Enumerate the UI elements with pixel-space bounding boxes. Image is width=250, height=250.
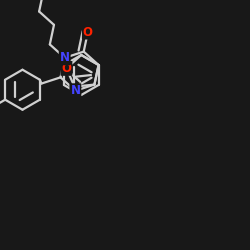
Text: N: N — [70, 84, 81, 97]
Text: N: N — [60, 51, 70, 64]
Text: O: O — [62, 62, 72, 75]
Text: O: O — [83, 26, 93, 38]
